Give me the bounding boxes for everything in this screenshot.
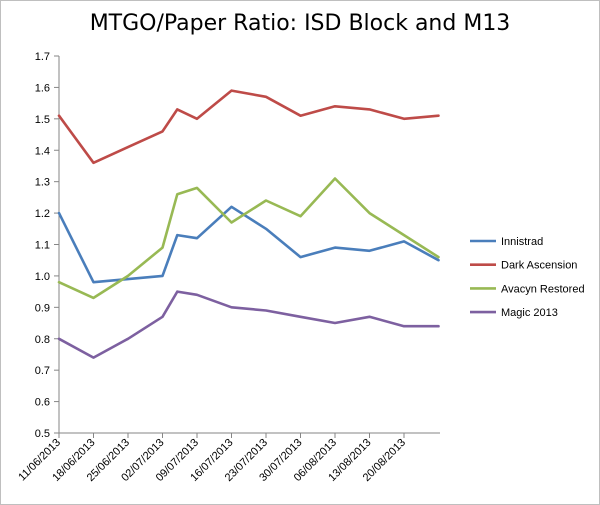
y-tick-label: 1.2 bbox=[35, 208, 50, 220]
y-tick-label: 1.5 bbox=[35, 114, 50, 126]
y-tick-label: 1.6 bbox=[35, 82, 50, 94]
y-tick-label: 0.5 bbox=[35, 428, 50, 440]
series-line bbox=[57, 89, 440, 165]
y-tick-label: 1.7 bbox=[35, 51, 50, 63]
y-tick-label: 0.7 bbox=[35, 365, 50, 377]
y-tick-label: 1.1 bbox=[35, 240, 50, 252]
legend-label: Avacyn Restored bbox=[501, 283, 585, 295]
legend-label: Magic 2013 bbox=[501, 307, 558, 319]
series-line bbox=[57, 205, 440, 284]
y-tick-label: 0.6 bbox=[35, 397, 50, 409]
legend-label: Dark Ascension bbox=[501, 260, 577, 272]
y-tick-label: 1.4 bbox=[35, 145, 50, 157]
legend-label: Innistrad bbox=[501, 236, 543, 248]
series-line bbox=[57, 290, 440, 359]
series-line bbox=[57, 177, 440, 300]
chart-title: MTGO/Paper Ratio: ISD Block and M13 bbox=[89, 11, 511, 36]
y-tick-label: 1.3 bbox=[35, 177, 50, 189]
y-tick-label: 0.8 bbox=[35, 334, 50, 346]
y-tick-label: 0.9 bbox=[35, 302, 50, 314]
y-tick-label: 1.0 bbox=[35, 271, 50, 283]
